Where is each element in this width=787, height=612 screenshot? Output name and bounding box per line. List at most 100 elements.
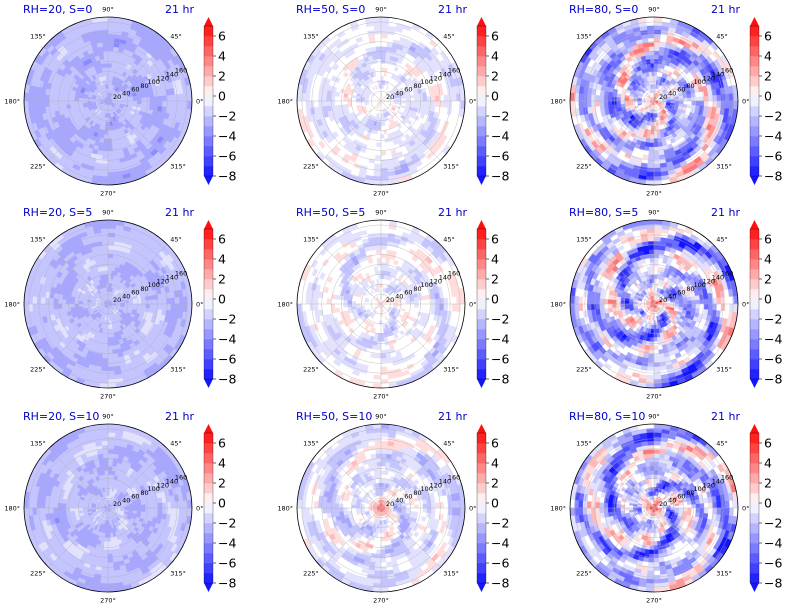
angular-gridline xyxy=(653,448,714,509)
radial-tick-label: 140 xyxy=(439,71,451,79)
angle-tick-label: 180° xyxy=(4,98,20,106)
angle-tick-label: 0° xyxy=(742,505,749,513)
radial-tick-label: 140 xyxy=(712,478,724,486)
colorbar-tick-label: 6 xyxy=(764,436,772,451)
radial-tick-label: 100 xyxy=(147,485,159,493)
colorbar-segment xyxy=(477,513,486,524)
colorbar-segment xyxy=(750,563,759,574)
radial-tick-label: 120 xyxy=(157,277,169,285)
angular-gridline xyxy=(653,100,714,161)
radial-tick-label: 80 xyxy=(413,489,421,497)
panel-8: 20 40 60 801001201401600°45°90°135°180°225°… xyxy=(277,410,509,605)
colorbar-segment xyxy=(750,573,759,584)
colorbar-tick-label: 0 xyxy=(218,496,226,511)
angular-gridline xyxy=(321,507,382,568)
colorbar-segment xyxy=(477,473,486,484)
angular-gridline xyxy=(48,303,109,364)
colorbar-tick-label: 4 xyxy=(491,252,499,267)
angle-tick-label: 270° xyxy=(100,597,116,605)
colorbar-segment xyxy=(204,483,213,494)
angular-gridline xyxy=(48,507,109,568)
panel-title: RH=80, S=0 xyxy=(569,3,638,16)
angular-gridline xyxy=(321,244,382,305)
radial-tick-label: 20 xyxy=(659,296,667,304)
colorbar-tick-label: 6 xyxy=(491,436,499,451)
colorbar-tick-label: −8 xyxy=(491,576,509,591)
colorbar-segment xyxy=(477,443,486,454)
colorbar-segment xyxy=(750,369,759,380)
colorbar-segment xyxy=(477,76,486,87)
polar-frame xyxy=(296,219,466,389)
colorbar-tick-label: 6 xyxy=(764,29,772,44)
colorbar-outline xyxy=(476,228,487,380)
colorbar-segment xyxy=(204,136,213,147)
colorbar-tick-label: 6 xyxy=(218,29,226,44)
colorbar-segment xyxy=(204,473,213,484)
colorbar-9: 6 4 2 0 −2 −4 −6 −8 xyxy=(749,424,782,592)
radial-tick-label: 20 xyxy=(113,296,121,304)
colorbar-segment xyxy=(750,533,759,544)
colorbar-segment xyxy=(750,279,759,290)
radial-tick-label: 40 xyxy=(395,89,403,97)
angle-tick-label: 270° xyxy=(373,190,389,198)
radial-tick-label: 160 xyxy=(448,474,460,482)
angle-tick-label: 180° xyxy=(4,301,20,309)
radial-tick-label: 40 xyxy=(668,89,676,97)
radial-tick-label: 120 xyxy=(157,481,169,489)
colorbar-5: 6 4 2 0 −2 −4 −6 −8 xyxy=(476,220,509,388)
colorbar-outline xyxy=(749,228,760,380)
angle-tick-label: 45° xyxy=(716,439,728,447)
colorbar-extend-min xyxy=(750,176,759,185)
colorbar-segment xyxy=(477,369,486,380)
panel-9: 20 40 60 801001201401600°45°90°135°180°225°… xyxy=(550,410,782,605)
colorbar-tick-label: 6 xyxy=(491,29,499,44)
colorbar-segment xyxy=(477,523,486,534)
angular-gridline xyxy=(107,41,168,102)
colorbar-tick-label: −6 xyxy=(491,556,509,571)
colorbar-tick-label: 0 xyxy=(764,292,772,307)
angular-gridline xyxy=(48,100,109,161)
radial-tick-label: 80 xyxy=(140,285,148,293)
radial-tick-label: 100 xyxy=(693,281,705,289)
polar-grid-2 xyxy=(297,17,465,185)
panel-title: RH=50, S=0 xyxy=(296,3,365,16)
colorbar-tick-label: 4 xyxy=(218,252,226,267)
colorbar-tick-label: 2 xyxy=(491,272,499,287)
colorbar-segment xyxy=(750,156,759,167)
angular-gridline xyxy=(594,303,655,364)
panel-3: 20 40 60 801001201401600°45°90°135°180°225°… xyxy=(550,3,782,198)
colorbar-segment xyxy=(477,239,486,250)
colorbar-tick-label: 4 xyxy=(764,49,772,64)
panel-title: RH=80, S=10 xyxy=(569,410,645,423)
angle-tick-label: 315° xyxy=(443,570,459,578)
angle-tick-label: 45° xyxy=(170,439,182,447)
angular-gridline xyxy=(653,244,714,305)
colorbar-segment xyxy=(750,56,759,67)
colorbar-outline xyxy=(476,25,487,177)
colorbar-segment xyxy=(204,493,213,504)
colorbar-segment xyxy=(204,66,213,77)
colorbar-segment xyxy=(204,523,213,534)
colorbar-tick-label: −4 xyxy=(491,129,509,144)
colorbar-tick-label: 4 xyxy=(491,49,499,64)
angular-gridline xyxy=(321,100,382,161)
radial-tick-label: 40 xyxy=(395,496,403,504)
angle-tick-label: 135° xyxy=(303,235,319,243)
colorbar-segment xyxy=(477,543,486,554)
polar-frame xyxy=(296,16,466,186)
colorbar-tick-label: 0 xyxy=(491,89,499,104)
radial-tick-label: 120 xyxy=(157,74,169,82)
radial-tick-label: 60 xyxy=(404,493,412,501)
angle-tick-label: 270° xyxy=(100,190,116,198)
angle-tick-label: 0° xyxy=(469,301,476,309)
polar-grid-4 xyxy=(24,220,192,388)
radial-tick-label: 60 xyxy=(404,289,412,297)
colorbar-segment xyxy=(477,136,486,147)
radial-tick-label: 80 xyxy=(686,82,694,90)
colorbar-segment xyxy=(204,289,213,300)
colorbar-segment xyxy=(750,289,759,300)
angle-tick-label: 315° xyxy=(170,163,186,171)
radial-tick-label: 140 xyxy=(166,71,178,79)
colorbar-segment xyxy=(477,299,486,310)
colorbar-segment xyxy=(750,116,759,127)
